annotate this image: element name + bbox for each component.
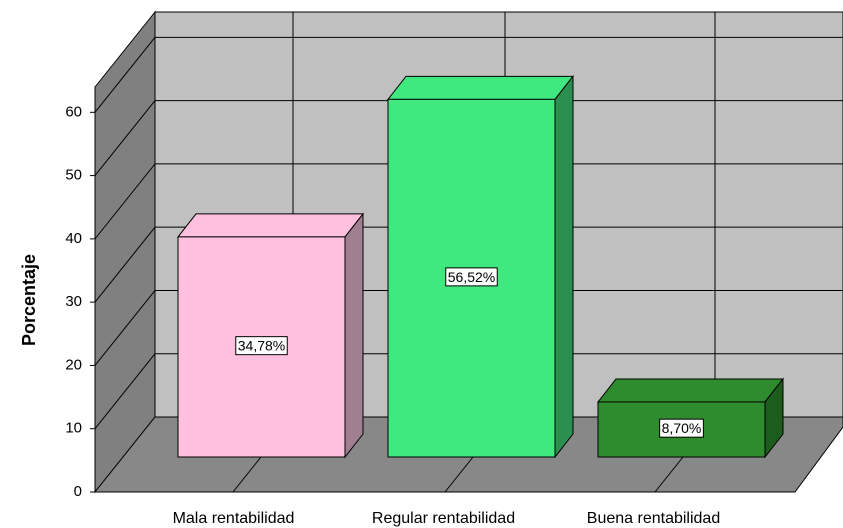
value-label-box	[445, 267, 498, 287]
grid-line	[94, 353, 156, 430]
value-label: 34,78%	[235, 336, 288, 356]
value-label-box	[235, 336, 288, 356]
y-tick-label: 50	[65, 167, 82, 184]
bar-top	[176, 213, 365, 238]
y-tick-label: 0	[74, 483, 82, 500]
grid-line	[94, 37, 156, 113]
grid-line	[94, 226, 156, 303]
x-tick-label: Mala rentabilidad	[173, 510, 295, 527]
bar-side	[344, 212, 364, 459]
x-tick-label: Regular rentabilidad	[372, 510, 515, 527]
grid-line	[94, 100, 156, 176]
bar-top	[386, 75, 575, 100]
y-tick-label: 10	[65, 420, 82, 437]
y-tick-label: 30	[65, 293, 82, 310]
bar-side	[554, 74, 574, 459]
y-tick-label: 60	[65, 103, 82, 120]
value-label: 8,70%	[659, 418, 704, 438]
grid-line	[94, 163, 156, 240]
value-label: 56,52%	[445, 267, 498, 287]
y-tick-label: 40	[65, 230, 82, 247]
y-axis-title: Porcentaje	[19, 254, 39, 346]
value-label-text: 56,52%	[448, 269, 495, 285]
grid-line	[94, 290, 156, 366]
value-label-text: 8,70%	[662, 420, 702, 436]
y-tick-label: 20	[65, 356, 82, 373]
x-tick-label: Buena rentabilidad	[587, 510, 720, 527]
value-label-text: 34,78%	[238, 338, 285, 354]
left-wall	[94, 10, 156, 494]
value-label-box	[659, 418, 704, 438]
bar-top	[596, 378, 785, 403]
